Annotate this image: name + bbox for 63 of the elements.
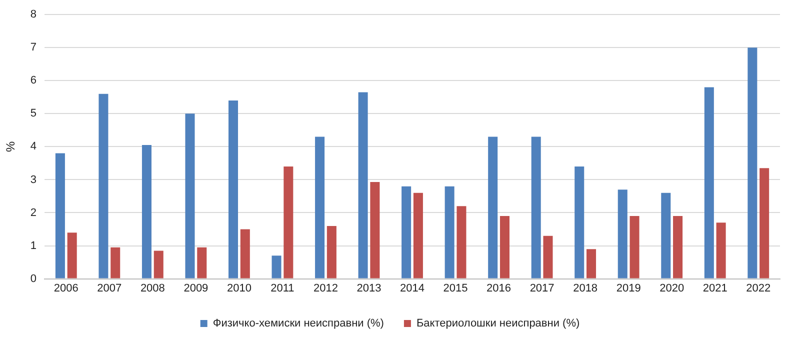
y-tick-label: 7 — [30, 42, 37, 54]
y-tick-label: 0 — [30, 272, 37, 285]
bar — [673, 216, 683, 278]
bar — [110, 247, 120, 278]
bar — [272, 256, 282, 278]
bar — [618, 190, 628, 278]
bar — [586, 249, 596, 278]
bar — [240, 229, 250, 278]
bar — [315, 136, 325, 278]
bar — [358, 92, 368, 278]
x-tick-label: 2016 — [486, 282, 512, 294]
x-tick-label: 2011 — [270, 282, 294, 294]
x-tick-label: 2021 — [702, 282, 728, 294]
bar — [760, 168, 770, 278]
x-tick-label: 2019 — [616, 282, 641, 294]
y-tick-label: 5 — [30, 108, 37, 120]
y-tick-label: 3 — [30, 174, 37, 186]
bar — [55, 153, 65, 278]
x-tick-label: 2006 — [54, 282, 78, 294]
bar — [704, 87, 714, 278]
bar — [326, 226, 336, 278]
bar — [500, 216, 510, 278]
bar — [284, 166, 294, 278]
bar — [67, 232, 77, 278]
x-tick-label: 2012 — [313, 282, 338, 294]
bar — [574, 166, 584, 278]
bar — [154, 250, 164, 278]
bar — [197, 247, 207, 278]
bar — [185, 114, 195, 278]
bar — [98, 94, 108, 278]
bar — [531, 136, 541, 278]
x-tick-label: 2009 — [184, 282, 208, 294]
x-tick-label: 2007 — [97, 282, 122, 294]
bar — [543, 236, 553, 278]
x-tick-label: 2020 — [660, 282, 684, 294]
x-tick-label: 2013 — [356, 282, 382, 294]
bar — [370, 182, 380, 278]
bar — [661, 192, 671, 278]
bar — [456, 206, 466, 278]
x-tick-label: 2018 — [573, 282, 598, 294]
legend-label: Физичко-хемиски неисправни (%) — [212, 318, 384, 330]
bar — [630, 216, 640, 278]
y-tick-label: 8 — [30, 8, 37, 21]
bar — [444, 186, 454, 278]
bar — [488, 136, 498, 278]
x-tick-label: 2022 — [746, 282, 771, 294]
x-tick-label: 2017 — [530, 282, 554, 294]
legend-label: Бактериолошки неисправни (%) — [416, 318, 580, 330]
bar — [142, 145, 152, 278]
y-axis-title: % — [4, 141, 18, 152]
y-tick-label: 1 — [30, 240, 37, 252]
y-tick-label: 6 — [30, 74, 37, 87]
y-tick-label: 2 — [30, 206, 37, 219]
bar — [748, 48, 758, 278]
bar — [716, 222, 726, 278]
bar — [228, 100, 238, 278]
bar — [413, 192, 423, 278]
x-tick-label: 2008 — [140, 282, 165, 294]
y-tick-label: 4 — [30, 140, 37, 153]
bar — [402, 186, 412, 278]
x-tick-label: 2014 — [400, 282, 424, 294]
x-tick-label: 2015 — [443, 282, 468, 294]
x-tick-label: 2010 — [226, 282, 252, 294]
